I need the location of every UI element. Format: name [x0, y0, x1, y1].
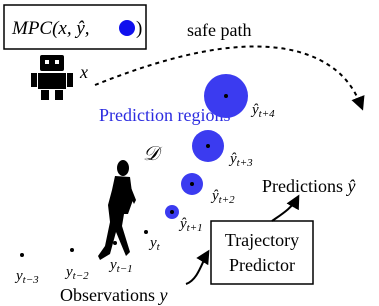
mpc-region-icon [119, 20, 135, 36]
observation-label: yt−1 [108, 257, 133, 275]
label-part: y [108, 257, 117, 273]
person-icon [98, 160, 136, 260]
label-part: t+1 [187, 222, 203, 234]
observations-label: Observations y [60, 285, 167, 305]
robot-icon [31, 55, 73, 100]
label-part: y [148, 235, 157, 251]
current-label: yt [148, 235, 161, 253]
label-part: t−2 [73, 270, 89, 282]
current-point [144, 230, 148, 234]
point [206, 144, 210, 148]
prediction-label: ŷt+2 [210, 188, 235, 206]
prediction-label: ŷt+1 [178, 216, 203, 234]
label-part: ŷ [178, 216, 187, 232]
observation-point [20, 253, 24, 257]
mpc-close: ) [136, 18, 142, 39]
label-part: t [157, 241, 161, 253]
label-part: y [157, 285, 167, 305]
prediction-regions [165, 74, 248, 219]
label-part: ŷ [228, 151, 237, 167]
observation-label: yt−3 [14, 268, 39, 286]
dataset-label: 𝒟 [143, 143, 163, 165]
label-part: y [14, 268, 23, 284]
label-part: Predictions [262, 176, 343, 196]
label-part: t+4 [259, 108, 275, 120]
label-part: y [64, 264, 73, 280]
mpc-label: MPC(x, ŷ, [11, 18, 90, 39]
label-part: t−3 [23, 274, 39, 286]
label-part: ŷ [210, 188, 219, 204]
predictions-label: Predictions ŷ [262, 176, 356, 196]
point [190, 182, 194, 186]
predictor-label: Trajectory [225, 230, 299, 250]
point [170, 210, 174, 214]
diagram: MPC(x, ŷ, ) safe path x Prediction regio… [0, 0, 379, 306]
output-arrow [272, 197, 298, 221]
prediction-label: ŷt+4 [250, 102, 275, 120]
label-part: t+2 [219, 194, 235, 206]
observation-point [70, 248, 74, 252]
safe-path-label: safe path [187, 20, 251, 40]
mpc-open: MPC(x, ŷ, [11, 18, 90, 39]
prediction-label: ŷt+3 [228, 151, 253, 169]
label-part: Observations [60, 285, 155, 305]
label-part: ŷ [250, 102, 259, 118]
label-part: t+3 [237, 157, 253, 169]
label-part: t−1 [117, 263, 133, 275]
predictor-label: Predictor [229, 255, 295, 275]
observation-label: yt−2 [64, 264, 89, 282]
robot-label: x [79, 62, 88, 82]
observation-point [113, 241, 117, 245]
label-part: ŷ [346, 176, 356, 196]
point [224, 94, 228, 98]
input-arrow [186, 252, 208, 284]
